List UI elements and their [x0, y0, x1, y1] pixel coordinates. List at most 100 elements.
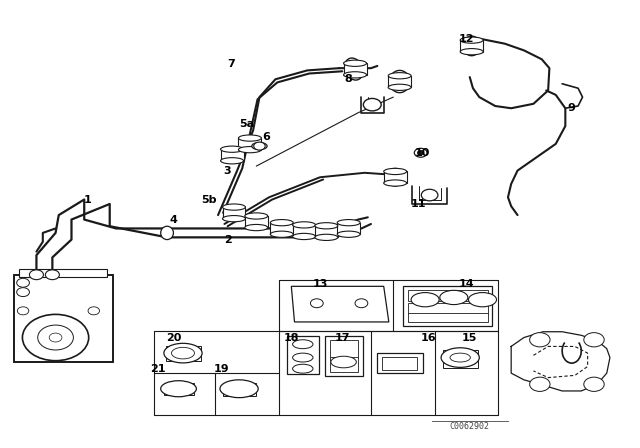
Ellipse shape [387, 168, 403, 186]
Ellipse shape [384, 180, 406, 186]
Bar [19, 268, 106, 276]
Bar [315, 226, 338, 237]
Bar [164, 383, 195, 395]
Bar [388, 76, 411, 87]
Ellipse shape [252, 142, 267, 150]
Ellipse shape [460, 37, 483, 43]
Ellipse shape [344, 58, 363, 80]
Ellipse shape [245, 224, 268, 231]
Ellipse shape [315, 234, 338, 241]
Circle shape [414, 148, 427, 157]
Ellipse shape [344, 72, 367, 78]
Circle shape [584, 332, 604, 347]
Ellipse shape [315, 223, 338, 229]
Ellipse shape [223, 215, 246, 222]
Bar [330, 340, 358, 358]
Bar [223, 383, 255, 396]
Ellipse shape [292, 353, 313, 362]
Ellipse shape [223, 204, 246, 210]
Ellipse shape [390, 70, 410, 93]
Text: 5b: 5b [201, 194, 216, 205]
Bar [270, 223, 293, 234]
Ellipse shape [270, 231, 293, 237]
Text: 7: 7 [227, 59, 235, 69]
Circle shape [530, 377, 550, 392]
Circle shape [22, 314, 89, 361]
Circle shape [417, 151, 424, 155]
Ellipse shape [331, 356, 356, 368]
Ellipse shape [337, 231, 360, 237]
Ellipse shape [221, 158, 244, 164]
Text: 9: 9 [568, 103, 575, 113]
Text: 13: 13 [312, 279, 328, 289]
Text: C0062902: C0062902 [450, 422, 490, 431]
Bar [460, 40, 483, 52]
Ellipse shape [388, 73, 411, 79]
Text: 10: 10 [414, 148, 429, 158]
Ellipse shape [292, 364, 313, 373]
Bar [221, 149, 244, 161]
Bar [344, 63, 367, 75]
Bar [337, 223, 360, 234]
Circle shape [38, 325, 74, 350]
Text: 20: 20 [166, 332, 181, 343]
Ellipse shape [292, 222, 316, 228]
Ellipse shape [239, 146, 261, 153]
Text: 1: 1 [84, 194, 92, 205]
Ellipse shape [440, 290, 468, 305]
Polygon shape [291, 286, 389, 322]
Text: 21: 21 [150, 364, 165, 374]
Bar [325, 336, 364, 376]
Text: 17: 17 [335, 332, 350, 343]
Bar [383, 357, 417, 370]
Text: 4: 4 [170, 215, 177, 224]
Bar [443, 350, 478, 368]
Bar [408, 290, 488, 301]
Circle shape [29, 270, 44, 280]
Text: 3: 3 [224, 166, 232, 176]
Bar [384, 172, 406, 183]
Circle shape [421, 189, 438, 201]
Bar [378, 353, 423, 373]
Circle shape [310, 299, 323, 308]
Ellipse shape [245, 213, 268, 219]
Ellipse shape [270, 220, 293, 226]
Text: 5a: 5a [239, 119, 254, 129]
Ellipse shape [239, 135, 261, 141]
Ellipse shape [221, 146, 244, 152]
Bar [403, 286, 492, 327]
Text: 8: 8 [345, 74, 353, 84]
Circle shape [364, 99, 381, 111]
Circle shape [355, 299, 368, 308]
Ellipse shape [292, 340, 313, 349]
Ellipse shape [337, 220, 360, 226]
Circle shape [530, 332, 550, 347]
Ellipse shape [460, 48, 483, 55]
Ellipse shape [292, 233, 316, 240]
Text: 14: 14 [459, 279, 474, 289]
Circle shape [17, 307, 29, 315]
Circle shape [253, 142, 265, 150]
Text: 16: 16 [420, 332, 436, 343]
Text: 12: 12 [459, 34, 474, 44]
Bar [408, 303, 488, 314]
Bar [287, 336, 319, 374]
Circle shape [17, 288, 29, 297]
Ellipse shape [164, 343, 202, 363]
Text: 19: 19 [213, 364, 229, 374]
Ellipse shape [411, 293, 439, 307]
Bar [239, 138, 261, 150]
Ellipse shape [344, 60, 367, 66]
Ellipse shape [388, 84, 411, 90]
Ellipse shape [463, 36, 481, 56]
Ellipse shape [441, 348, 479, 367]
Circle shape [45, 270, 60, 280]
Ellipse shape [161, 226, 173, 240]
Ellipse shape [384, 168, 406, 175]
Ellipse shape [468, 293, 497, 307]
Circle shape [584, 377, 604, 392]
Bar [292, 225, 316, 237]
Bar [14, 275, 113, 362]
Bar [408, 313, 488, 322]
Text: 15: 15 [462, 332, 477, 343]
